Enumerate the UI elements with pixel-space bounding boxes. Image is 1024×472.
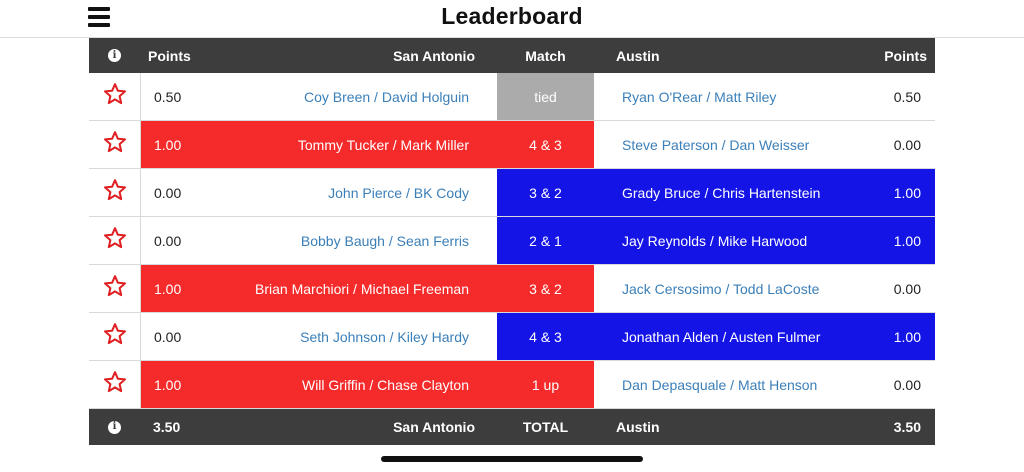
left-players-link[interactable]: Tommy Tucker / Mark Miller [297, 136, 469, 153]
footer-info-button[interactable]: i [89, 409, 140, 445]
san-antonio-cell: 1.00 Will Griffin / Chase Clayton [141, 361, 497, 408]
table-row: 1.00 Will Griffin / Chase Clayton 1 up Dan … [89, 361, 935, 409]
star-outline-icon [103, 274, 127, 303]
austin-cell: Jonathan Alden / Austen Fulmer 1.00 [594, 313, 935, 360]
star-outline-icon [103, 226, 127, 255]
footer-left-team: San Antonio [393, 419, 475, 435]
match-result[interactable]: 4 & 3 [481, 121, 594, 168]
favorite-star-button[interactable] [89, 313, 141, 360]
right-points: 0.00 [893, 136, 921, 153]
austin-cell: Dan Depasquale / Matt Henson 0.00 [594, 361, 935, 408]
left-players-link[interactable]: Bobby Baugh / Sean Ferris [300, 232, 469, 249]
favorite-star-button[interactable] [89, 361, 141, 408]
footer-right-total: 3.50 [893, 419, 921, 435]
header-left-points: Points [148, 47, 191, 64]
star-outline-icon [103, 130, 127, 159]
right-players-link[interactable]: Steve Paterson / Dan Weisser [622, 136, 810, 153]
match-result[interactable]: tied [497, 73, 594, 120]
left-points: 0.00 [154, 328, 182, 345]
table-row: 1.00 Tommy Tucker / Mark Miller 4 & 3 Steve… [89, 121, 935, 169]
favorite-star-button[interactable] [89, 265, 141, 312]
table-footer: i 3.50 San Antonio TOTAL Austin 3.50 [89, 409, 935, 445]
match-result[interactable]: 3 & 2 [481, 265, 594, 312]
star-outline-icon [103, 82, 127, 111]
austin-cell: Jack Cersosimo / Todd LaCoste 0.00 [594, 265, 935, 312]
austin-cell: Jay Reynolds / Mike Harwood 1.00 [594, 217, 935, 264]
left-players-link[interactable]: John Pierce / BK Cody [328, 184, 469, 201]
left-players-link[interactable]: Will Griffin / Chase Clayton [301, 376, 469, 393]
match-rows: 0.50 Coy Breen / David Holguin tied Ryan O'… [89, 73, 935, 409]
right-players-link[interactable]: Jay Reynolds / Mike Harwood [622, 232, 808, 249]
favorite-star-button[interactable] [89, 73, 141, 120]
favorite-star-button[interactable] [89, 121, 141, 168]
right-players-link[interactable]: Dan Depasquale / Matt Henson [622, 376, 818, 393]
favorite-star-button[interactable] [89, 217, 141, 264]
left-points: 1.00 [154, 136, 182, 153]
footer-right-team: Austin [616, 419, 660, 435]
header-match: Match [525, 47, 566, 64]
table-header: i Points San Antonio Match Austin Points [89, 38, 935, 73]
match-result[interactable]: 4 & 3 [497, 313, 610, 360]
san-antonio-cell: 0.00 Seth Johnson / Kiley Hardy [141, 313, 497, 360]
info-icon: i [108, 420, 121, 434]
right-points: 1.00 [893, 232, 921, 249]
left-players-link[interactable]: Seth Johnson / Kiley Hardy [300, 328, 469, 345]
austin-cell: Ryan O'Rear / Matt Riley 0.50 [594, 73, 935, 120]
header-left-team: San Antonio [393, 47, 475, 64]
match-result[interactable]: 3 & 2 [497, 169, 610, 216]
match-result[interactable]: 1 up [481, 361, 594, 408]
header-right-points: Points [884, 47, 927, 64]
footer-total-label: TOTAL [522, 419, 569, 435]
table-row: 0.00 Bobby Baugh / Sean Ferris 2 & 1 Jay Re… [89, 217, 935, 265]
top-bar: Leaderboard [0, 0, 1024, 38]
table-row: 0.50 Coy Breen / David Holguin tied Ryan O'… [89, 73, 935, 121]
star-outline-icon [103, 178, 127, 207]
right-points: 1.00 [893, 328, 921, 345]
san-antonio-cell: 1.00 Brian Marchiori / Michael Freeman [141, 265, 497, 312]
right-points: 1.00 [893, 184, 921, 201]
leaderboard-table: i Points San Antonio Match Austin Points… [89, 38, 935, 445]
favorite-star-button[interactable] [89, 169, 141, 216]
home-indicator [381, 456, 643, 462]
header-right-team: Austin [616, 47, 660, 64]
san-antonio-cell: 0.00 Bobby Baugh / Sean Ferris [141, 217, 497, 264]
right-points: 0.00 [893, 280, 921, 297]
right-players-link[interactable]: Ryan O'Rear / Matt Riley [622, 88, 777, 105]
left-points: 0.00 [154, 232, 182, 249]
header-info-button[interactable]: i [89, 38, 140, 73]
san-antonio-cell: 1.00 Tommy Tucker / Mark Miller [141, 121, 497, 168]
left-players-link[interactable]: Brian Marchiori / Michael Freeman [255, 280, 469, 297]
table-row: 0.00 Seth Johnson / Kiley Hardy 4 & 3 Jonat… [89, 313, 935, 361]
right-players-link[interactable]: Jack Cersosimo / Todd LaCoste [622, 280, 820, 297]
left-points: 1.00 [154, 280, 182, 297]
left-points: 0.50 [154, 88, 182, 105]
match-result[interactable]: 2 & 1 [497, 217, 610, 264]
right-players-link[interactable]: Jonathan Alden / Austen Fulmer [622, 328, 821, 345]
hamburger-icon[interactable] [88, 7, 112, 29]
left-points: 0.00 [154, 184, 182, 201]
san-antonio-cell: 0.50 Coy Breen / David Holguin [141, 73, 497, 120]
san-antonio-cell: 0.00 John Pierce / BK Cody [141, 169, 497, 216]
table-row: 0.00 John Pierce / BK Cody 3 & 2 Grady Bruc… [89, 169, 935, 217]
footer-left-total: 3.50 [153, 419, 181, 435]
austin-cell: Steve Paterson / Dan Weisser 0.00 [594, 121, 935, 168]
info-icon: i [108, 49, 121, 62]
table-row: 1.00 Brian Marchiori / Michael Freeman 3 &… [89, 265, 935, 313]
star-outline-icon [103, 322, 127, 351]
austin-cell: Grady Bruce / Chris Hartenstein 1.00 [594, 169, 935, 216]
right-points: 0.00 [893, 376, 921, 393]
star-outline-icon [103, 370, 127, 399]
page-title: Leaderboard [441, 3, 583, 29]
right-points: 0.50 [893, 88, 921, 105]
right-players-link[interactable]: Grady Bruce / Chris Hartenstein [622, 184, 821, 201]
left-points: 1.00 [154, 376, 182, 393]
left-players-link[interactable]: Coy Breen / David Holguin [304, 88, 469, 105]
